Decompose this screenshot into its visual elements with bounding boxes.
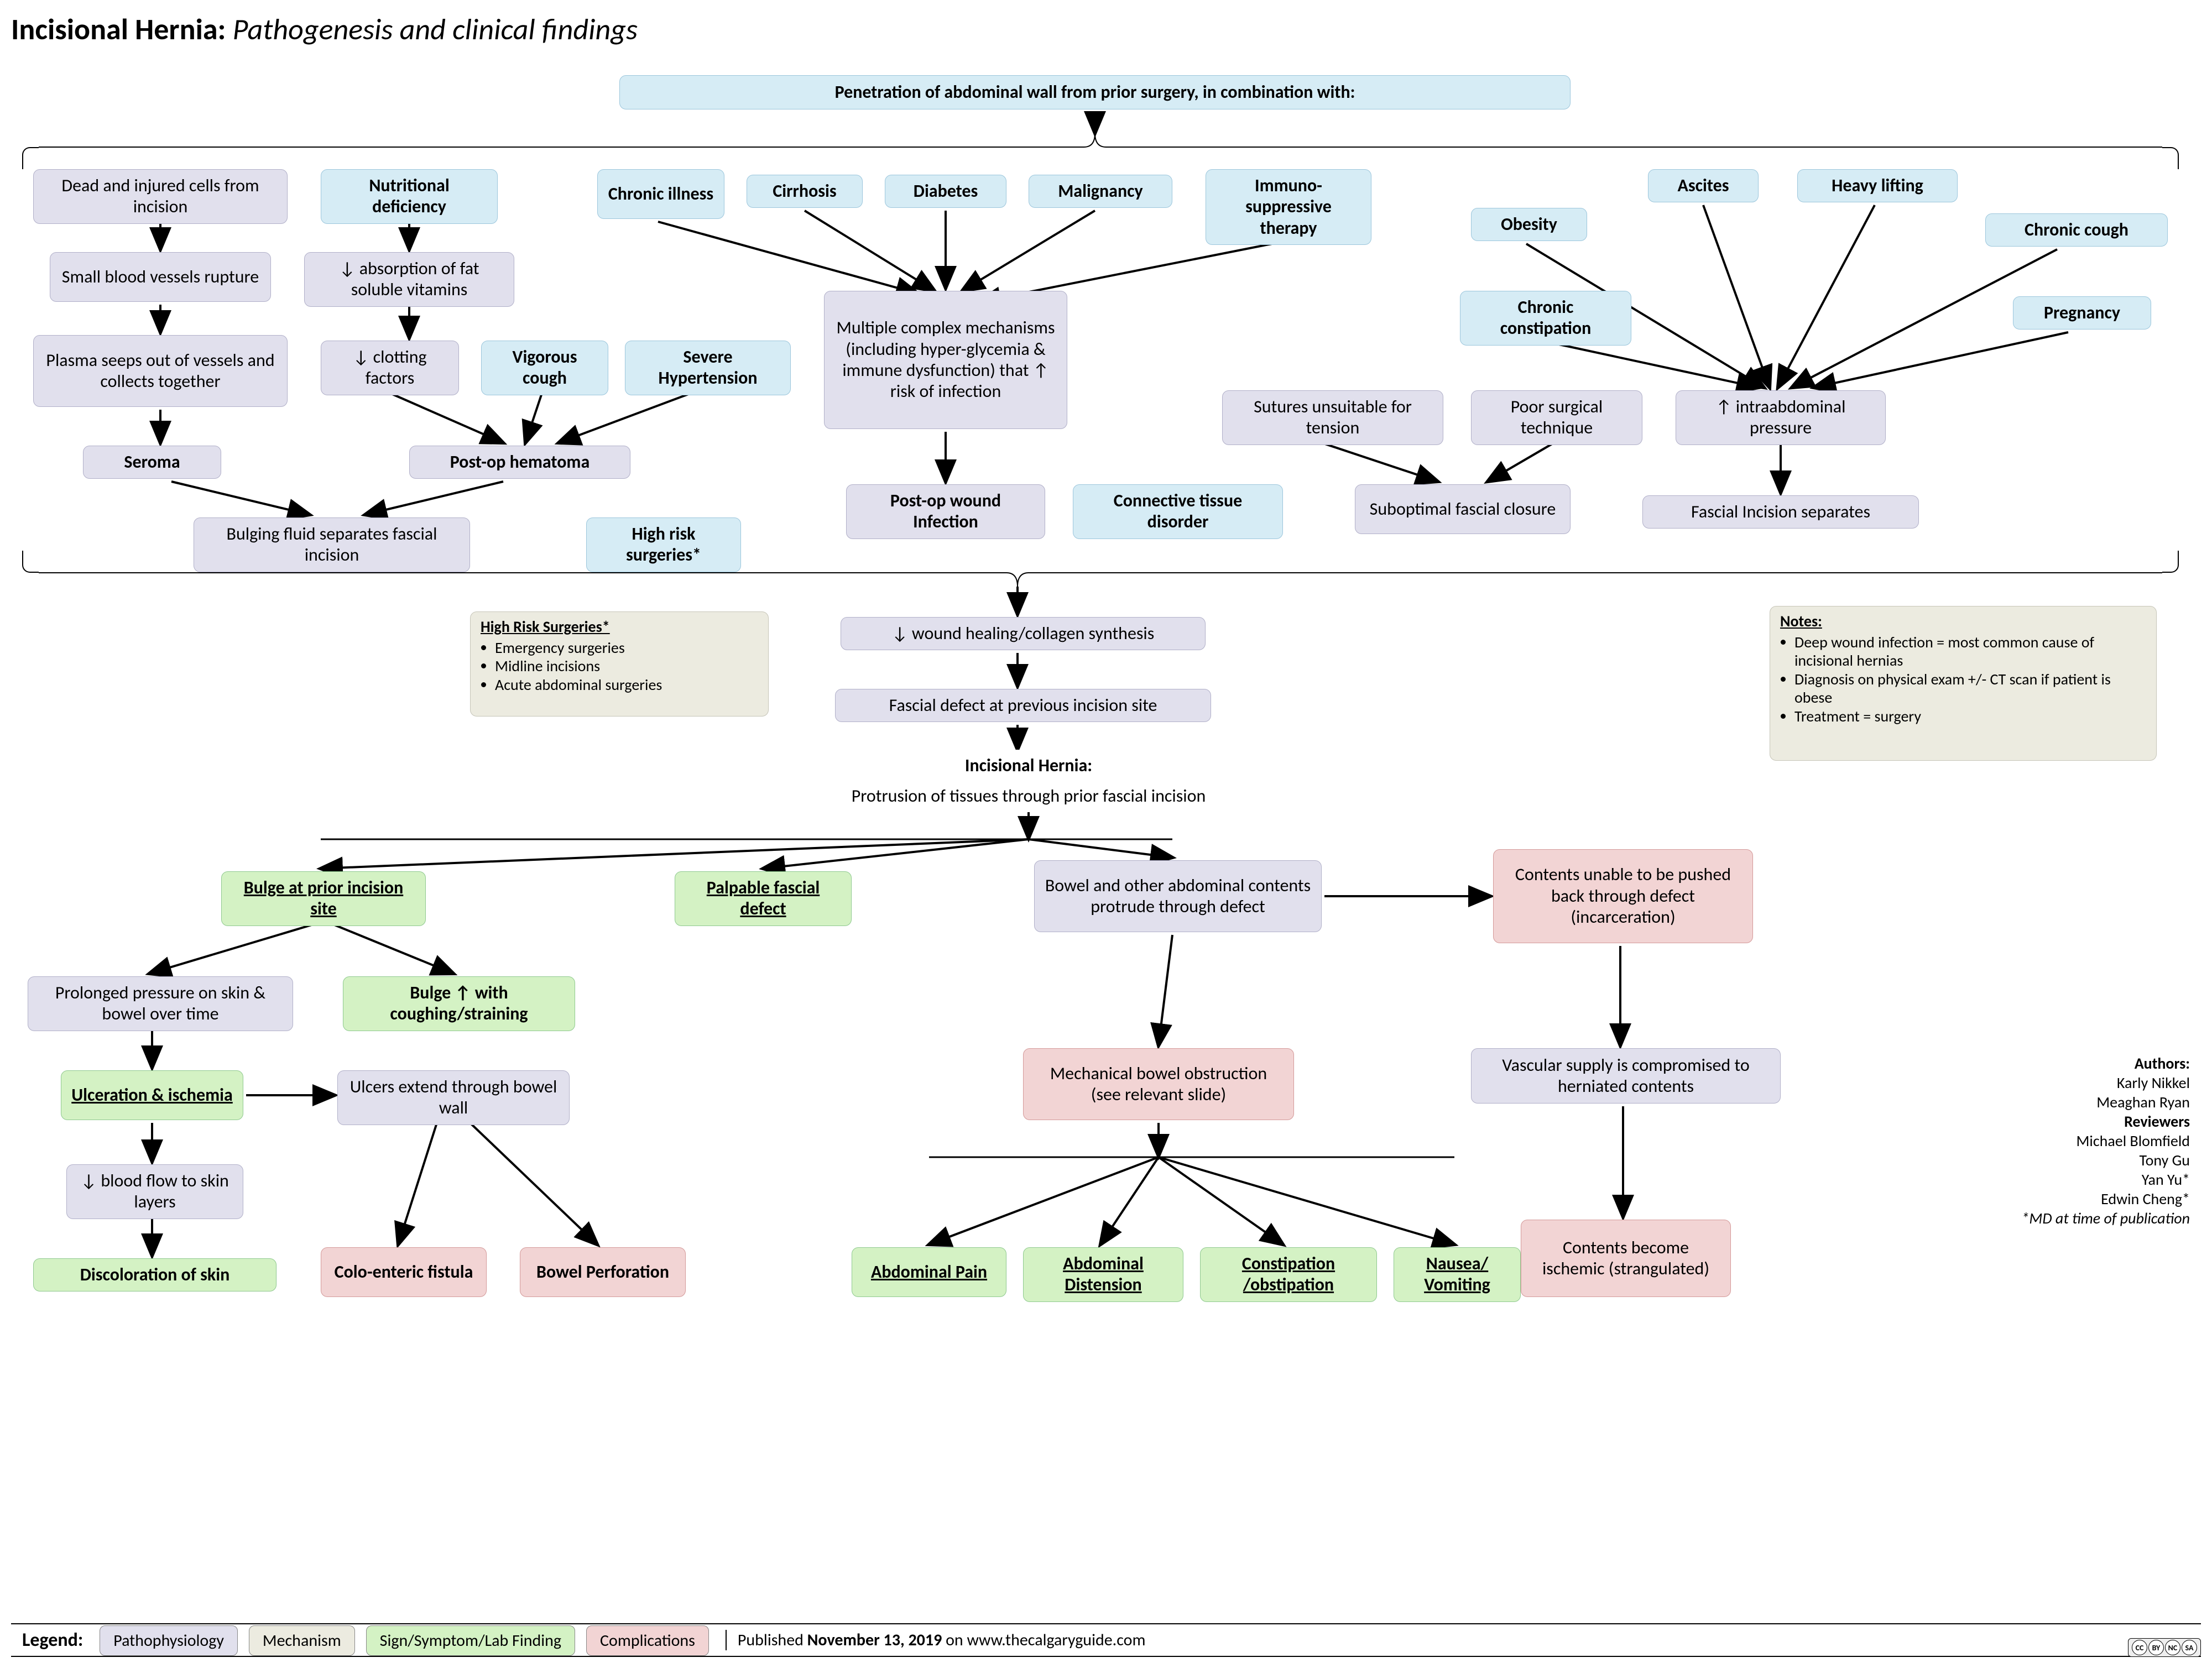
- title-bold: Incisional Hernia:: [11, 11, 226, 48]
- node-ulcisch: Ulceration & ischemia: [61, 1070, 243, 1120]
- node-diab: Diabetes: [885, 175, 1006, 208]
- legend-label: Legend:: [11, 1629, 94, 1651]
- legend-footer: Legend: Pathophysiology Mechanism Sign/Sym…: [11, 1623, 2201, 1657]
- node-subopt: Suboptimal fascial closure: [1355, 484, 1571, 534]
- page-title: Incisional Hernia: Pathogenesis and clin…: [11, 11, 2201, 48]
- node-nutri: Nutritional deficiency: [321, 169, 498, 224]
- node-bloodflow: ↓ blood flow to skin layers: [66, 1164, 243, 1219]
- node-fisep: Fascial Incision separates: [1642, 495, 1919, 529]
- node-obesity: Obesity: [1471, 208, 1587, 241]
- node-dead: Dead and injured cells from incision: [33, 169, 288, 224]
- legend-beige: Mechanism: [249, 1625, 355, 1656]
- node-seroma: Seroma: [83, 446, 221, 479]
- flowchart-canvas: Penetration of abdominal wall from prior…: [11, 59, 2201, 1618]
- node-iap: ↑ intraabdominal pressure: [1676, 390, 1886, 445]
- credits-block: Authors:Karly NikkelMeaghan RyanReviewer…: [1891, 1054, 2190, 1228]
- node-bowelprot: Bowel and other abdominal contents protr…: [1034, 860, 1322, 932]
- node-abdpain: Abdominal Pain: [852, 1247, 1006, 1297]
- node-vigcough: Vigorous cough: [481, 341, 608, 395]
- notes-box: Notes:Deep wound infection = most common…: [1770, 606, 2157, 761]
- node-ascites: Ascites: [1648, 169, 1759, 202]
- node-malig: Malignancy: [1029, 175, 1172, 208]
- node-bulgfluid: Bulging fluid separates fascial incision: [194, 517, 470, 572]
- node-constob: Constipation /obstipation: [1200, 1247, 1377, 1302]
- node-ulcext: Ulcers extend through bowel wall: [337, 1070, 570, 1125]
- node-vasc: Vascular supply is compromised to hernia…: [1471, 1048, 1781, 1104]
- node-bulgeprior: Bulge at prior incision site: [221, 871, 426, 926]
- node-preg: Pregnancy: [2013, 296, 2151, 330]
- node-ccough: Chronic cough: [1985, 213, 2168, 247]
- node-chronic: Chronic illness: [597, 169, 724, 219]
- node-cconst: Chronic constipation: [1460, 291, 1631, 346]
- node-mbo: Mechanical bowel obstruction (see releva…: [1023, 1048, 1294, 1120]
- node-htn: Severe Hypertension: [625, 341, 791, 395]
- node-heavy: Heavy lifting: [1797, 169, 1958, 202]
- high-risk-surgeries-box: High Risk Surgeries*Emergency surgeriesM…: [470, 611, 769, 717]
- node-ctd: Connective tissue disorder: [1073, 484, 1283, 539]
- node-plasma: Plasma seeps out of vessels and collects…: [33, 335, 288, 407]
- cc-license-icon: CCBYNCSA: [2128, 1638, 2201, 1657]
- publish-info: Published November 13, 2019 on www.theca…: [726, 1630, 1146, 1650]
- legend-pink: Complications: [586, 1625, 709, 1656]
- node-bulgecough: Bulge ↑ with coughing/straining: [343, 976, 575, 1031]
- node-wound: ↓ wound healing/collagen synthesis: [841, 617, 1206, 650]
- node-incarc: Contents unable to be pushed back throug…: [1493, 849, 1753, 943]
- node-multi: Multiple complex mechanisms (including h…: [824, 291, 1067, 429]
- node-immuno: Immuno-suppressive therapy: [1206, 169, 1371, 245]
- node-discolor: Discoloration of skin: [33, 1258, 276, 1291]
- node-hematoma: Post-op hematoma: [409, 446, 630, 479]
- node-postopinf: Post-op wound Infection: [846, 484, 1045, 539]
- node-ih_title: Incisional Hernia:: [907, 750, 1150, 782]
- node-nausea: Nausea/ Vomiting: [1394, 1247, 1521, 1302]
- node-ih_sub: Protrusion of tissues through prior fasc…: [824, 780, 1233, 812]
- node-palpable: Palpable fascial defect: [675, 871, 852, 926]
- title-italic: Pathogenesis and clinical findings: [233, 11, 638, 48]
- node-sutures: Sutures unsuitable for tension: [1222, 390, 1443, 445]
- node-sbv: Small blood vessels rupture: [50, 252, 271, 302]
- node-strang: Contents become ischemic (strangulated): [1521, 1220, 1731, 1297]
- node-colo: Colo-enteric fistula: [321, 1247, 487, 1297]
- legend-gray: Pathophysiology: [100, 1625, 238, 1656]
- node-hrs: High risk surgeries*: [586, 517, 741, 572]
- node-prolpress: Prolonged pressure on skin & bowel over …: [28, 976, 293, 1031]
- node-abs: ↓ absorption of fat soluble vitamins: [304, 252, 514, 307]
- node-poortech: Poor surgical technique: [1471, 390, 1642, 445]
- node-perf: Bowel Perforation: [520, 1247, 686, 1297]
- node-defect: Fascial defect at previous incision site: [835, 689, 1211, 722]
- node-cirr: Cirrhosis: [747, 175, 863, 208]
- node-abddist: Abdominal Distension: [1023, 1247, 1183, 1302]
- node-penetration: Penetration of abdominal wall from prior…: [619, 75, 1571, 109]
- legend-green: Sign/Symptom/Lab Finding: [366, 1625, 575, 1656]
- node-clot: ↓ clotting factors: [321, 341, 459, 395]
